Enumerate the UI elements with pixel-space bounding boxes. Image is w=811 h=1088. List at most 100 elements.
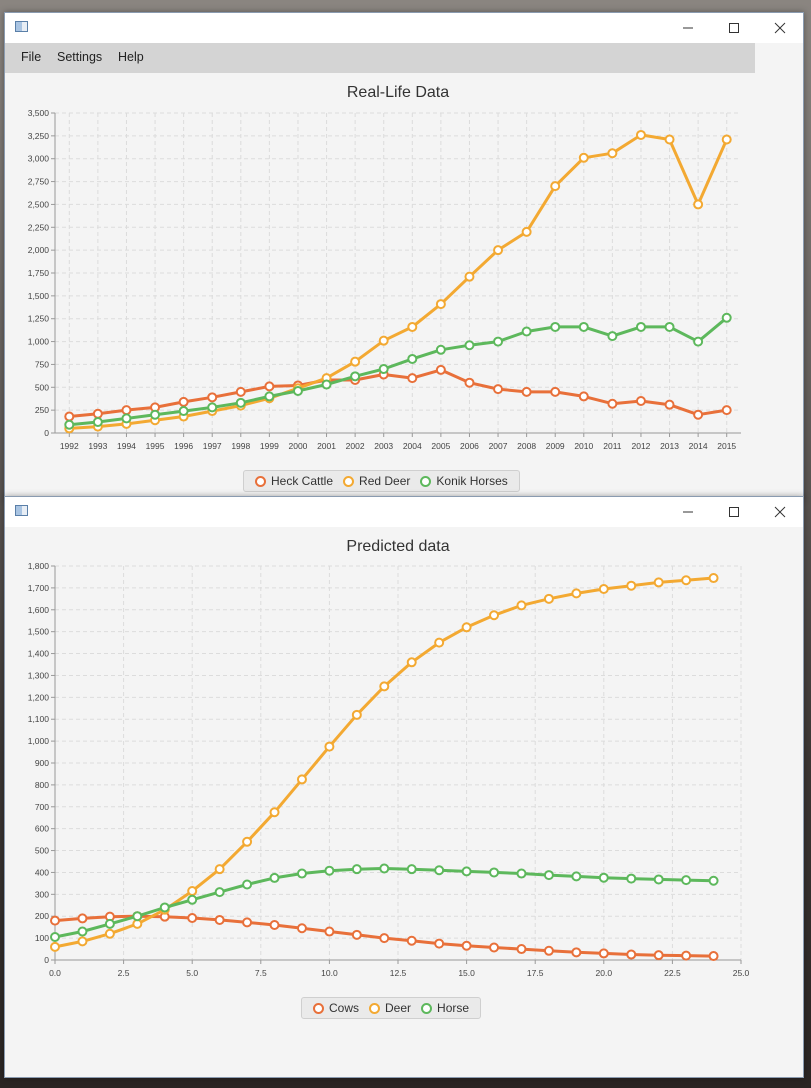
data-point-horse — [379, 863, 390, 874]
data-point-cows — [489, 942, 500, 953]
y-tick-label: 0 — [44, 955, 49, 965]
data-point-deer — [708, 573, 719, 584]
x-tick-label: 2.5 — [118, 968, 130, 978]
data-point-deer — [516, 600, 527, 611]
data-point-deer — [653, 577, 664, 588]
data-point-red-deer — [350, 356, 361, 367]
y-tick-label: 600 — [35, 824, 49, 834]
data-point-konik-horses — [264, 391, 275, 402]
y-tick-label: 1,300 — [28, 670, 50, 680]
close-button[interactable] — [757, 13, 803, 43]
menu-file[interactable]: File — [21, 50, 42, 64]
y-tick-label: 500 — [35, 846, 49, 856]
y-tick-label: 1,700 — [28, 583, 50, 593]
menu-settings[interactable]: Settings — [57, 50, 103, 64]
minimize-button[interactable] — [665, 13, 711, 43]
data-point-red-deer — [550, 181, 561, 192]
series-horse — [50, 863, 719, 943]
x-tick-label: 7.5 — [255, 968, 267, 978]
data-point-cows — [214, 914, 225, 925]
data-point-cows — [434, 938, 445, 949]
data-point-konik-horses — [550, 321, 561, 332]
data-point-cows — [653, 950, 664, 961]
data-point-heck-cattle — [435, 364, 446, 375]
y-tick-label: 3,500 — [28, 108, 50, 118]
legend-marker-icon — [255, 475, 266, 487]
data-point-horse — [77, 926, 88, 937]
data-point-konik-horses — [664, 321, 675, 332]
data-point-konik-horses — [92, 417, 103, 428]
x-tick-label: 5.0 — [186, 968, 198, 978]
data-point-heck-cattle — [664, 399, 675, 410]
y-tick-label: 1,500 — [28, 627, 50, 637]
x-tick-label: 1998 — [231, 441, 250, 451]
x-tick-label: 0.0 — [49, 968, 61, 978]
data-point-konik-horses — [635, 321, 646, 332]
x-tick-label: 2005 — [431, 441, 450, 451]
data-point-horse — [406, 864, 417, 875]
x-tick-label: 22.5 — [664, 968, 681, 978]
data-point-red-deer — [378, 335, 389, 346]
data-point-cows — [681, 950, 692, 961]
y-tick-label: 200 — [35, 911, 49, 921]
data-point-horse — [104, 918, 115, 929]
data-point-deer — [434, 637, 445, 648]
data-point-konik-horses — [407, 353, 418, 364]
legend-item-heck-cattle: Heck Cattle — [255, 474, 333, 488]
x-tick-label: 15.0 — [458, 968, 475, 978]
legend-label: Cows — [329, 1001, 360, 1015]
x-tick-label: 2002 — [346, 441, 365, 451]
title-bar[interactable] — [5, 497, 803, 527]
data-point-deer — [324, 741, 335, 752]
data-point-deer — [461, 622, 472, 633]
y-tick-label: 1,500 — [28, 291, 50, 301]
maximize-button[interactable] — [711, 497, 757, 527]
predicted-data-window: Predicted data 0 100 200 300 400 500 600 700 800 9… — [4, 496, 804, 1078]
data-point-cows — [269, 919, 280, 930]
x-tick-label: 2013 — [660, 441, 679, 451]
data-point-heck-cattle — [635, 396, 646, 406]
data-point-red-deer — [464, 271, 475, 282]
data-point-konik-horses — [321, 379, 332, 390]
legend-marker-icon — [420, 475, 432, 487]
data-point-konik-horses — [150, 409, 161, 420]
minimize-button[interactable] — [665, 497, 711, 527]
data-point-cows — [626, 949, 637, 960]
data-point-heck-cattle — [207, 392, 218, 403]
y-tick-label: 0 — [44, 428, 49, 438]
y-tick-label: 250 — [35, 405, 49, 415]
title-bar[interactable] — [5, 13, 803, 43]
data-point-heck-cattle — [178, 396, 189, 407]
y-tick-label: 3,000 — [28, 154, 50, 164]
data-point-deer — [543, 593, 554, 604]
data-point-horse — [489, 867, 500, 878]
legend-marker-icon — [313, 1002, 324, 1014]
maximize-icon — [729, 507, 739, 517]
data-point-red-deer — [607, 148, 618, 159]
maximize-icon — [729, 23, 739, 33]
data-point-heck-cattle — [64, 411, 75, 422]
data-point-konik-horses — [178, 406, 189, 417]
x-tick-label: 2001 — [317, 441, 336, 451]
legend-item-cows: Cows — [313, 1001, 359, 1015]
menu-help[interactable]: Help — [118, 50, 144, 64]
x-tick-label: 2008 — [517, 441, 536, 451]
maximize-button[interactable] — [711, 13, 757, 43]
data-point-cows — [516, 944, 527, 955]
data-point-deer — [351, 709, 362, 720]
x-tick-label: 10.0 — [321, 968, 338, 978]
data-point-red-deer — [578, 152, 589, 163]
data-point-konik-horses — [693, 336, 704, 347]
series-konik-horses — [64, 312, 732, 430]
data-point-cows — [324, 926, 335, 937]
data-point-red-deer — [407, 321, 418, 332]
data-point-heck-cattle — [121, 405, 132, 416]
data-point-deer — [598, 583, 609, 594]
close-button[interactable] — [757, 497, 803, 527]
x-tick-label: 2006 — [460, 441, 479, 451]
data-point-cows — [77, 913, 88, 924]
y-tick-label: 700 — [35, 802, 49, 812]
chart-title: Predicted data — [346, 538, 449, 555]
chart-title: Real-Life Data — [347, 84, 449, 101]
data-point-cows — [461, 940, 472, 951]
